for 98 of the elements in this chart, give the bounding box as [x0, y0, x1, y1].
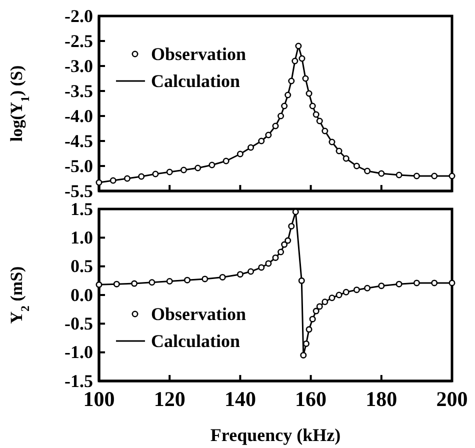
- point: [396, 172, 402, 178]
- point: [322, 298, 328, 306]
- point: [166, 168, 173, 176]
- point: [236, 271, 244, 278]
- point: [413, 280, 420, 286]
- legend-label: Observation: [151, 304, 246, 324]
- point: [110, 177, 116, 184]
- x-axis-title: Frequency (kHz): [210, 425, 341, 445]
- point: [284, 92, 292, 98]
- y-tick-label: -4.5: [64, 130, 93, 151]
- point: [378, 282, 385, 290]
- y-tick-label: -3.0: [64, 56, 93, 76]
- point: [272, 122, 279, 130]
- y-tick-label: -5.0: [64, 156, 93, 176]
- point: [152, 170, 159, 178]
- point: [194, 164, 202, 172]
- point: [312, 308, 320, 314]
- point: [396, 280, 402, 288]
- point: [281, 102, 288, 110]
- point: [96, 179, 102, 186]
- point: [96, 281, 102, 288]
- legend-label: Calculation: [151, 331, 240, 351]
- point: [288, 222, 295, 230]
- point: [295, 42, 302, 50]
- point: [248, 268, 254, 275]
- point: [265, 132, 272, 138]
- legend-label: Observation: [151, 44, 246, 64]
- point: [312, 111, 320, 118]
- x-tick-label: 200: [436, 386, 468, 411]
- point: [124, 175, 130, 182]
- point: [292, 208, 299, 216]
- point: [281, 241, 288, 248]
- point: [180, 166, 187, 174]
- point: [248, 144, 254, 151]
- y-tick-label: 1.0: [70, 227, 93, 248]
- point: [288, 78, 295, 84]
- x-tick-label: 120: [154, 386, 186, 411]
- point: [258, 264, 265, 271]
- point: [316, 118, 323, 124]
- legend-label: Calculation: [151, 71, 240, 91]
- point: [300, 352, 307, 358]
- point: [328, 294, 336, 302]
- point: [448, 172, 456, 180]
- point: [336, 292, 342, 298]
- point: [322, 128, 328, 134]
- point: [148, 279, 156, 286]
- point: [378, 170, 385, 177]
- y-tick-label: -3.5: [64, 80, 93, 101]
- point: [278, 248, 284, 256]
- y-tick-label: 0.0: [70, 284, 93, 305]
- point: [298, 277, 305, 284]
- point: [413, 172, 420, 180]
- point: [431, 280, 438, 286]
- point: [292, 58, 298, 64]
- point: [166, 278, 173, 284]
- point: [353, 162, 360, 170]
- point: [336, 148, 342, 154]
- y-tick-label: -2.0: [64, 6, 93, 26]
- y-tick-label: -5.5: [64, 180, 93, 201]
- point: [222, 158, 230, 164]
- point: [284, 237, 292, 244]
- point: [342, 155, 350, 162]
- point: [328, 138, 336, 146]
- point: [272, 254, 279, 261]
- point: [236, 150, 244, 158]
- x-tick-label: 160: [295, 386, 327, 411]
- point: [306, 90, 312, 97]
- point: [298, 55, 306, 62]
- x-tick-label: 140: [224, 386, 256, 411]
- y-tick-label: -4.0: [64, 106, 93, 126]
- point: [202, 276, 208, 282]
- point: [138, 173, 145, 180]
- point: [208, 162, 216, 168]
- point: [219, 274, 226, 280]
- y-tick-label: -0.5: [64, 313, 93, 334]
- point: [316, 303, 323, 310]
- point: [364, 284, 371, 292]
- point: [309, 102, 316, 110]
- point: [131, 280, 138, 287]
- point: [258, 138, 265, 144]
- point: [309, 316, 316, 322]
- x-tick-label: 180: [366, 386, 398, 411]
- point: [278, 112, 284, 120]
- y-tick-label: -2.5: [64, 30, 93, 51]
- point: [431, 172, 438, 180]
- point: [302, 340, 310, 347]
- point: [302, 75, 309, 82]
- y-tick-label: -1.0: [64, 342, 93, 362]
- point: [184, 276, 190, 284]
- point: [353, 286, 360, 294]
- y-tick-label: 0.5: [70, 256, 93, 276]
- point: [448, 280, 456, 286]
- y-tick-label: 1.5: [70, 198, 93, 219]
- point: [364, 168, 371, 174]
- point: [113, 280, 120, 288]
- point: [342, 288, 350, 296]
- point: [306, 326, 312, 333]
- point: [265, 260, 272, 267]
